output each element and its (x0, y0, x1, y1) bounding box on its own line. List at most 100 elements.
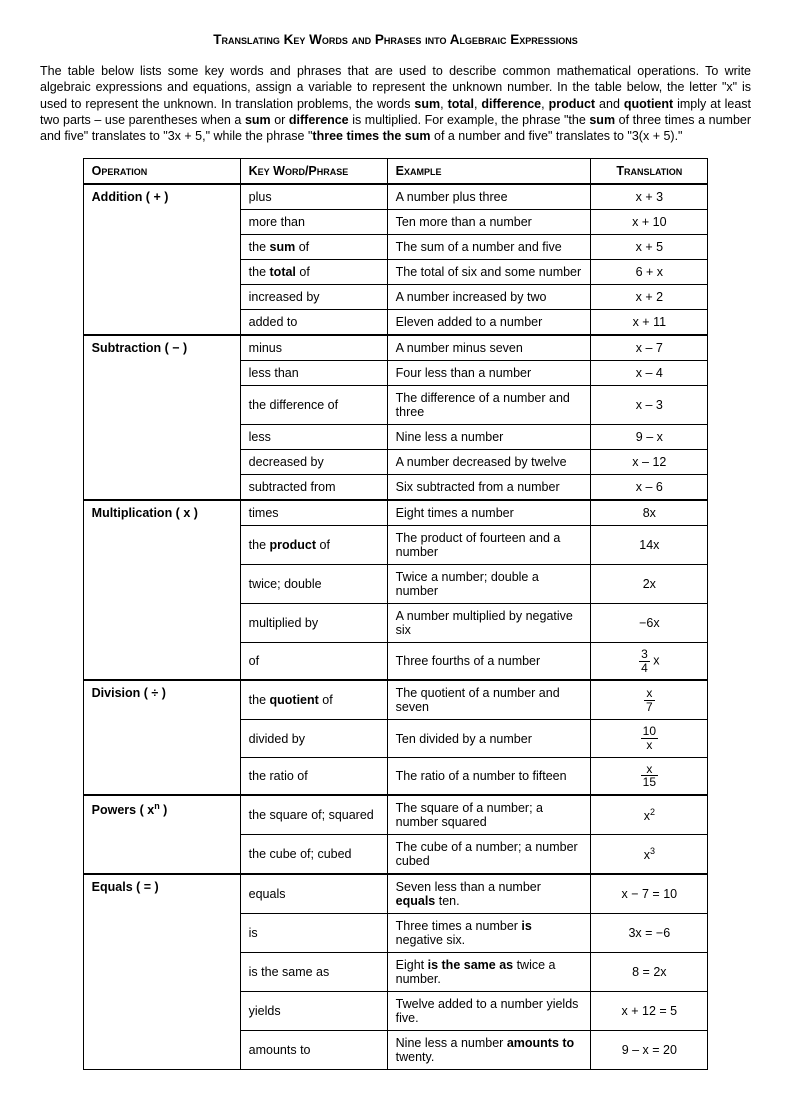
translation-cell: x3 (591, 834, 708, 874)
example-cell: A number multiplied by negative six (387, 604, 591, 643)
example-cell: Six subtracted from a number (387, 475, 591, 501)
operation-cell: Division ( ÷ ) (83, 680, 240, 794)
translation-table: Operation Key Word/Phrase Example Transl… (83, 158, 709, 1070)
translation-cell: 34 x (591, 643, 708, 681)
translation-cell: x + 2 (591, 285, 708, 310)
keyword-cell: increased by (240, 285, 387, 310)
example-cell: The cube of a number; a number cubed (387, 834, 591, 874)
keyword-cell: the cube of; cubed (240, 834, 387, 874)
keyword-cell: minus (240, 335, 387, 361)
example-cell: Three fourths of a number (387, 643, 591, 681)
translation-cell: 6 + x (591, 260, 708, 285)
table-row: Subtraction ( − )minusA number minus sev… (83, 335, 708, 361)
example-cell: The quotient of a number and seven (387, 680, 591, 720)
example-cell: Four less than a number (387, 361, 591, 386)
keyword-cell: the square of; squared (240, 795, 387, 835)
header-row: Operation Key Word/Phrase Example Transl… (83, 159, 708, 185)
translation-cell: x – 4 (591, 361, 708, 386)
translation-cell: x – 6 (591, 475, 708, 501)
keyword-cell: the sum of (240, 235, 387, 260)
translation-cell: x + 12 = 5 (591, 991, 708, 1030)
translation-cell: 14x (591, 526, 708, 565)
translation-cell: x2 (591, 795, 708, 835)
example-cell: A number minus seven (387, 335, 591, 361)
page-title: Translating Key Words and Phrases into A… (40, 32, 751, 47)
operation-cell: Subtraction ( − ) (83, 335, 240, 500)
operation-cell: Powers ( xn ) (83, 795, 240, 874)
keyword-cell: the difference of (240, 386, 387, 425)
translation-cell: x – 7 (591, 335, 708, 361)
keyword-cell: times (240, 500, 387, 526)
example-cell: The total of six and some number (387, 260, 591, 285)
keyword-cell: multiplied by (240, 604, 387, 643)
keyword-cell: divided by (240, 720, 387, 757)
translation-cell: 9 – x = 20 (591, 1030, 708, 1069)
translation-cell: 2x (591, 565, 708, 604)
translation-cell: x − 7 = 10 (591, 874, 708, 914)
keyword-cell: equals (240, 874, 387, 914)
table-row: Division ( ÷ )the quotient ofThe quotien… (83, 680, 708, 720)
operation-cell: Addition ( + ) (83, 184, 240, 335)
table-row: Multiplication ( x )timesEight times a n… (83, 500, 708, 526)
example-cell: Nine less a number (387, 425, 591, 450)
example-cell: The sum of a number and five (387, 235, 591, 260)
translation-cell: 3x = −6 (591, 913, 708, 952)
translation-cell: x7 (591, 680, 708, 720)
example-cell: The difference of a number and three (387, 386, 591, 425)
translation-cell: x + 3 (591, 184, 708, 210)
example-cell: Ten divided by a number (387, 720, 591, 757)
keyword-cell: added to (240, 310, 387, 336)
keyword-cell: amounts to (240, 1030, 387, 1069)
translation-cell: 8x (591, 500, 708, 526)
keyword-cell: less (240, 425, 387, 450)
table-row: Powers ( xn )the square of; squaredThe s… (83, 795, 708, 835)
header-example: Example (387, 159, 591, 185)
keyword-cell: the product of (240, 526, 387, 565)
table-row: Equals ( = )equalsSeven less than a numb… (83, 874, 708, 914)
example-cell: Three times a number is negative six. (387, 913, 591, 952)
keyword-cell: the total of (240, 260, 387, 285)
example-cell: The ratio of a number to fifteen (387, 757, 591, 795)
example-cell: A number decreased by twelve (387, 450, 591, 475)
translation-cell: 8 = 2x (591, 952, 708, 991)
example-cell: Eight is the same as twice a number. (387, 952, 591, 991)
translation-cell: x + 11 (591, 310, 708, 336)
keyword-cell: is (240, 913, 387, 952)
keyword-cell: subtracted from (240, 475, 387, 501)
header-keyword: Key Word/Phrase (240, 159, 387, 185)
translation-cell: x + 5 (591, 235, 708, 260)
keyword-cell: yields (240, 991, 387, 1030)
keyword-cell: twice; double (240, 565, 387, 604)
table-row: Addition ( + )plusA number plus threex +… (83, 184, 708, 210)
header-operation: Operation (83, 159, 240, 185)
example-cell: The product of fourteen and a number (387, 526, 591, 565)
example-cell: The square of a number; a number squared (387, 795, 591, 835)
keyword-cell: the quotient of (240, 680, 387, 720)
example-cell: Eight times a number (387, 500, 591, 526)
header-translation: Translation (591, 159, 708, 185)
keyword-cell: the ratio of (240, 757, 387, 795)
keyword-cell: plus (240, 184, 387, 210)
example-cell: A number increased by two (387, 285, 591, 310)
intro-paragraph: The table below lists some key words and… (40, 63, 751, 144)
keyword-cell: decreased by (240, 450, 387, 475)
example-cell: Seven less than a number equals ten. (387, 874, 591, 914)
example-cell: Twelve added to a number yields five. (387, 991, 591, 1030)
translation-cell: x – 12 (591, 450, 708, 475)
example-cell: Twice a number; double a number (387, 565, 591, 604)
operation-cell: Equals ( = ) (83, 874, 240, 1070)
translation-cell: x15 (591, 757, 708, 795)
translation-cell: −6x (591, 604, 708, 643)
operation-cell: Multiplication ( x ) (83, 500, 240, 680)
keyword-cell: less than (240, 361, 387, 386)
keyword-cell: is the same as (240, 952, 387, 991)
keyword-cell: of (240, 643, 387, 681)
example-cell: A number plus three (387, 184, 591, 210)
example-cell: Nine less a number amounts to twenty. (387, 1030, 591, 1069)
translation-cell: x – 3 (591, 386, 708, 425)
example-cell: Ten more than a number (387, 210, 591, 235)
keyword-cell: more than (240, 210, 387, 235)
translation-cell: 10x (591, 720, 708, 757)
translation-cell: 9 – x (591, 425, 708, 450)
translation-cell: x + 10 (591, 210, 708, 235)
